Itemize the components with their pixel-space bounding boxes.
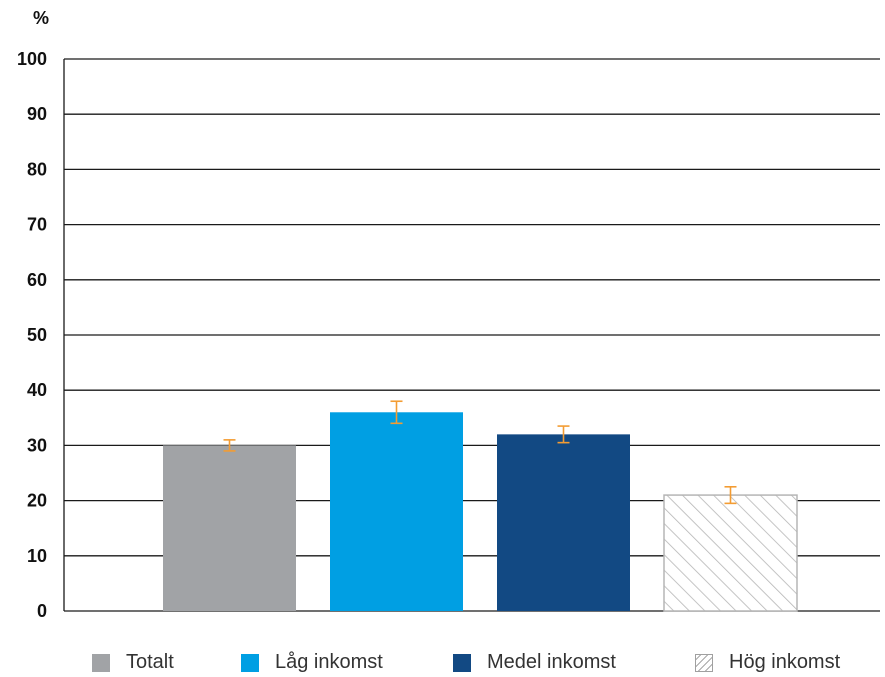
legend-swatch [695,653,713,672]
legend-label: Hög inkomst [729,651,841,673]
legend-label: Totalt [126,651,174,673]
y-tick-label: 40 [27,380,47,400]
legend-label: Medel inkomst [487,651,616,673]
y-tick-label: 70 [27,215,47,235]
bar-hög-inkomst [663,494,798,612]
y-tick-label: 80 [27,159,47,179]
bar-låg-inkomst [330,412,463,611]
y-tick-label: 100 [17,49,47,69]
y-tick-label: 60 [27,270,47,290]
error-bar [390,400,403,425]
legend-item: Låg inkomst [241,651,383,674]
y-axis-ticks: 0 10 20 30 40 50 60 70 80 90 100 [17,49,47,621]
legend-label: Låg inkomst [275,651,383,673]
legend-item: Hög inkomst [695,651,840,674]
bar-medel-inkomst [497,434,630,611]
bars [163,412,798,612]
y-tick-label: 0 [37,601,47,621]
y-tick-label: 30 [27,435,47,455]
legend-item: Medel inkomst [453,651,616,674]
error-bar [223,439,236,452]
legend-swatch [453,653,471,672]
legend-item: Totalt [92,651,174,674]
y-tick-label: 20 [27,491,47,511]
y-tick-label: 90 [27,104,47,124]
y-tick-label: 10 [27,546,47,566]
error-bars [223,400,737,505]
bar-totalt [163,445,296,611]
legend-swatch [92,653,110,672]
y-unit-label: % [33,8,49,28]
y-tick-label: 50 [27,325,47,345]
error-bar [557,425,570,444]
legend-swatch [241,653,259,672]
bar-chart: % 0 10 20 30 40 50 60 70 80 90 100 [17,8,880,621]
legend: Totalt Låg inkomst Medel inkomst Hög inkoms… [0,651,885,677]
error-bar [724,485,737,505]
